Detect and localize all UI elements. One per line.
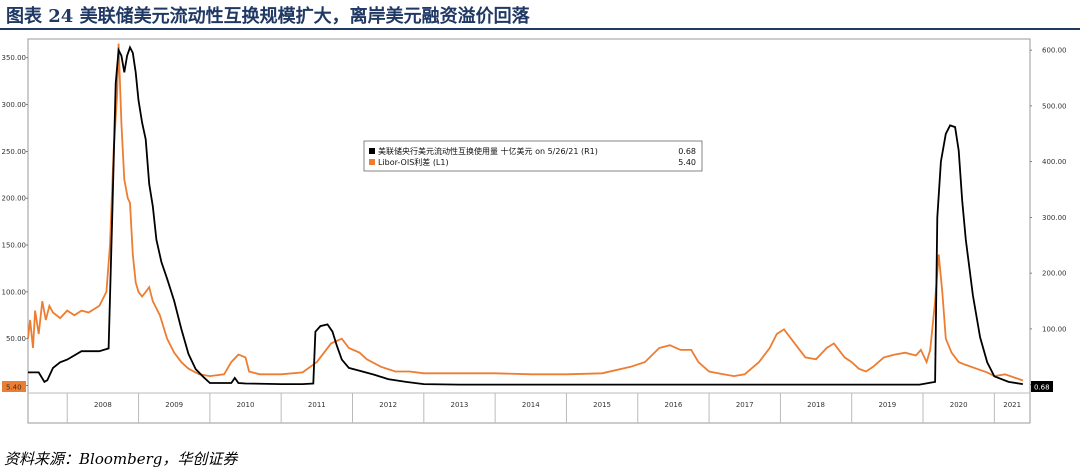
legend-swatch-orange xyxy=(369,159,375,165)
legend-value-libor-ois: 5.40 xyxy=(678,158,696,167)
series-fed-swap-line xyxy=(28,45,1024,386)
x-axis-year-label: 2011 xyxy=(308,401,326,409)
x-axis-year-label: 2009 xyxy=(165,401,183,409)
source-note: 资料来源：Bloomberg，华创证券 xyxy=(4,450,238,468)
left-axis-tick-label: 350.00 xyxy=(2,54,27,62)
x-axis-year-label: 2021 xyxy=(1003,401,1021,409)
legend-value-fed-swap: 0.68 xyxy=(678,147,696,156)
right-axis-tick-label: 100.00 xyxy=(1042,325,1067,333)
x-axis-year-label: 2013 xyxy=(451,401,469,409)
right-axis-tick-label: 600.00 xyxy=(1042,47,1067,55)
x-axis-year-label: 2020 xyxy=(950,401,968,409)
x-axis-year-label: 2018 xyxy=(807,401,825,409)
right-axis-tick-label: 200.00 xyxy=(1042,270,1067,278)
x-axis-year-label: 2015 xyxy=(593,401,611,409)
legend-swatch-black xyxy=(369,148,375,154)
x-axis-year-label: 2017 xyxy=(736,401,754,409)
last-value-tag-right: 0.68 xyxy=(1031,381,1053,392)
right-axis-tick-label: 400.00 xyxy=(1042,158,1067,166)
x-axis-year-label: 2008 xyxy=(94,401,112,409)
x-axis: 2008 2009 2010 2011 2012 2013 2014 2015 2016 2017… xyxy=(66,393,1021,423)
right-axis-tick-label: 300.00 xyxy=(1042,214,1067,222)
x-axis-year-label: 2019 xyxy=(878,401,896,409)
left-axis: 0.0050.00100.00150.00200.00250.00300.003… xyxy=(2,54,28,390)
left-axis-tick-label: 100.00 xyxy=(2,288,27,296)
right-axis-tick-label: 500.00 xyxy=(1042,102,1067,110)
legend-label-libor-ois: Libor-OIS利差 (L1) xyxy=(378,157,449,167)
left-axis-tick-label: 150.00 xyxy=(2,242,27,250)
plot-frame xyxy=(27,38,1031,424)
legend: 美联储央行美元流动性互换使用量 十亿美元 on 5/26/21 (R1) 0.6… xyxy=(363,140,703,172)
right-axis: 100.00 200.00 300.00 400.00 500.00 600.00 xyxy=(1030,47,1067,386)
chart-canvas: 0.0050.00100.00150.00200.00250.00300.003… xyxy=(2,38,1067,424)
last-value-tag-left: 5.40 xyxy=(2,381,26,392)
left-axis-tick-label: 50.00 xyxy=(6,335,26,343)
x-axis-year-label: 2016 xyxy=(665,401,683,409)
chart-title: 图表 24 美联储美元流动性互换规模扩大，离岸美元融资溢价回落 xyxy=(6,6,530,27)
x-axis-year-label: 2010 xyxy=(237,401,255,409)
left-axis-tick-label: 250.00 xyxy=(2,148,27,156)
legend-box xyxy=(363,140,703,172)
last-value-left-label: 5.40 xyxy=(6,384,22,392)
last-value-right-label: 0.68 xyxy=(1034,384,1050,392)
legend-label-fed-swap: 美联储央行美元流动性互换使用量 十亿美元 on 5/26/21 (R1) xyxy=(378,146,598,156)
x-axis-year-label: 2012 xyxy=(379,401,397,409)
left-axis-tick-label: 200.00 xyxy=(2,195,27,203)
left-axis-tick-label: 300.00 xyxy=(2,101,27,109)
title-underline xyxy=(0,28,1080,30)
x-axis-year-label: 2014 xyxy=(522,401,540,409)
